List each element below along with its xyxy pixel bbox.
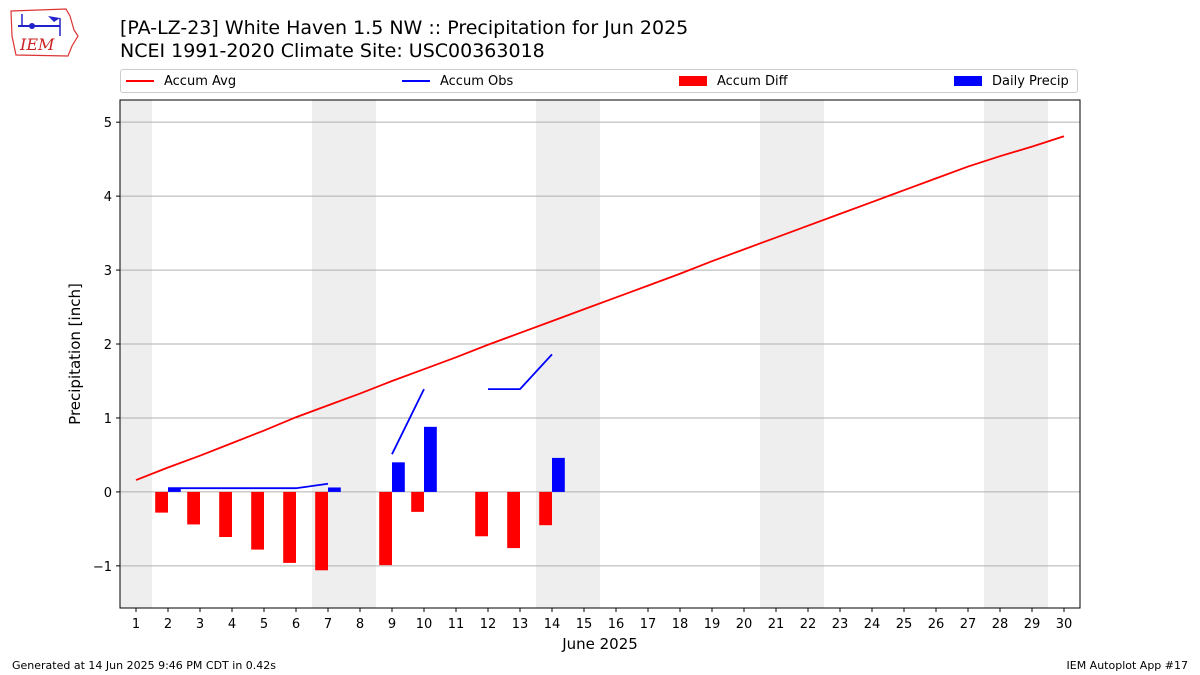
daily-precip-bar-2 [168, 488, 181, 492]
y-tick-label-3: 3 [104, 264, 112, 279]
x-tick-label-5: 5 [260, 617, 268, 632]
legend-label-accum-avg: Accum Avg [164, 73, 237, 89]
legend-swatch-accum-diff [679, 76, 707, 86]
weekend-band-1 [120, 100, 152, 608]
chart-title: [PA-LZ-23] White Haven 1.5 NW :: Precipi… [120, 17, 689, 39]
legend-swatch-daily-precip [954, 76, 982, 86]
legend-item-accum-obs: Accum Obs [402, 70, 513, 92]
app-credit: IEM Autoplot App #17 [1066, 659, 1189, 672]
accum-diff-bar-12 [475, 491, 488, 537]
iowa-state-outline [10, 8, 79, 57]
legend-label-daily-precip: Daily Precip [992, 73, 1069, 89]
x-tick-label-30: 30 [1056, 617, 1073, 632]
legend-item-accum-diff: Accum Diff [679, 70, 788, 92]
weekend-band-22 [792, 100, 824, 608]
x-tick-label-18: 18 [672, 617, 689, 632]
x-tick-label-1: 1 [132, 617, 140, 632]
accum-avg-segment-1 [135, 135, 1065, 481]
accum-avg-line [135, 135, 1065, 481]
x-tick-label-28: 28 [992, 617, 1009, 632]
x-tick-label-16: 16 [608, 617, 625, 632]
x-tick-label-19: 19 [704, 617, 721, 632]
y-tick-label-4: 4 [104, 190, 112, 205]
station-sensor [29, 23, 35, 29]
x-tick-label-6: 6 [292, 617, 300, 632]
accum-obs-segment-2 [391, 388, 425, 455]
daily-precip-bar-14 [552, 457, 565, 492]
accum-diff-bar-14 [539, 491, 552, 526]
x-tick-label-3: 3 [196, 617, 204, 632]
weekend-band-15 [568, 100, 600, 608]
y-tick-label-1: 1 [104, 412, 112, 427]
logo-text: IEM [19, 35, 55, 54]
accum-diff-bar-7 [315, 491, 328, 571]
daily-precip-bar-7 [328, 487, 341, 492]
daily-precip-bars [168, 426, 565, 492]
accum-diff-bar-10 [411, 491, 424, 512]
x-tick-label-20: 20 [736, 617, 753, 632]
x-tick-label-2: 2 [164, 617, 172, 632]
x-tick-label-11: 11 [448, 617, 465, 632]
legend-label-accum-obs: Accum Obs [440, 73, 514, 89]
accum-diff-bar-2 [155, 491, 168, 513]
x-tick-label-29: 29 [1024, 617, 1041, 632]
x-tick-label-7: 7 [324, 617, 332, 632]
accum-diff-bar-6 [283, 491, 296, 563]
x-tick-label-27: 27 [960, 617, 977, 632]
chart-subtitle: NCEI 1991-2020 Climate Site: USC00363018 [120, 40, 545, 62]
accum-obs-line [168, 353, 553, 490]
legend-swatch-accum-avg [126, 80, 154, 82]
accum-diff-bar-9 [379, 491, 392, 566]
x-tick-label-26: 26 [928, 617, 945, 632]
wind-vane-icon [48, 16, 60, 22]
x-tick-label-17: 17 [640, 617, 657, 632]
x-tick-label-21: 21 [768, 617, 785, 632]
x-tick-label-9: 9 [388, 617, 396, 632]
daily-precip-bar-10 [424, 426, 437, 492]
x-tick-label-24: 24 [864, 617, 881, 632]
iem-logo: IEM [10, 8, 79, 57]
y-tick-label-0: 0 [104, 486, 112, 501]
legend-swatch-accum-obs [402, 80, 430, 82]
weekend-band-8 [344, 100, 376, 608]
y-axis-label: Precipitation [inch] [66, 283, 84, 425]
daily-precip-bar-9 [392, 462, 405, 492]
x-tick-label-14: 14 [544, 617, 561, 632]
x-tick-label-22: 22 [800, 617, 817, 632]
gridlines [120, 121, 1080, 567]
x-tick-label-15: 15 [576, 617, 593, 632]
generated-timestamp: Generated at 14 Jun 2025 9:46 PM CDT in … [12, 659, 277, 672]
weekend-band-29 [1016, 100, 1048, 608]
accum-obs-segment-1 [168, 482, 329, 490]
accum-diff-bar-4 [219, 491, 232, 538]
accum-diff-bar-3 [187, 491, 200, 525]
y-tick-label--1: −1 [93, 560, 112, 575]
x-tick-label-8: 8 [356, 617, 364, 632]
accum-diff-bar-13 [507, 491, 520, 549]
accum-diff-bars [155, 491, 552, 571]
x-axis-ticks: 1 2 3 4 5 6 7 8 9 10 11 12 13 14 15 16 17 18 19 20 21 22 23 24 2… [132, 608, 1072, 632]
accum-obs-segment-3 [488, 353, 553, 391]
y-tick-label-2: 2 [104, 338, 112, 353]
weekend-band-28 [984, 100, 1016, 608]
legend-label-accum-diff: Accum Diff [717, 73, 788, 89]
x-tick-label-12: 12 [480, 617, 497, 632]
accum-diff-bar-5 [251, 491, 264, 550]
legend: Accum Avg Accum Obs Accum Diff Daily Pre… [120, 69, 1078, 93]
weekend-band-21 [760, 100, 792, 608]
legend-item-accum-avg: Accum Avg [126, 70, 236, 92]
x-tick-label-13: 13 [512, 617, 529, 632]
x-tick-label-10: 10 [416, 617, 433, 632]
weekend-band-14 [536, 100, 568, 608]
x-tick-label-23: 23 [832, 617, 849, 632]
y-tick-label-5: 5 [104, 116, 112, 131]
x-axis-label: June 2025 [561, 635, 638, 653]
y-axis-ticks: −1 0 1 2 3 4 5 [93, 116, 120, 575]
legend-item-daily-precip: Daily Precip [954, 70, 1069, 92]
plot-frame [119, 99, 1081, 609]
x-tick-label-25: 25 [896, 617, 913, 632]
x-tick-label-4: 4 [228, 617, 236, 632]
